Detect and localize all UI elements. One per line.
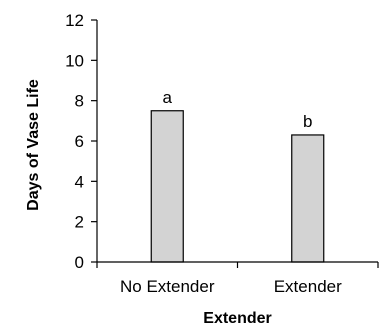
y-axis-ticks: 0 2 4 6 8 10 12 [65, 11, 97, 272]
y-tick-label: 12 [65, 11, 84, 30]
bar [150, 110, 184, 263]
y-tick-label: 2 [75, 213, 84, 232]
bars: ab [150, 88, 325, 263]
y-axis-title: Days of Vase Life [25, 79, 42, 211]
bar-data-label: a [163, 88, 173, 107]
y-tick-label: 0 [75, 253, 84, 272]
x-tick-label: Extender [274, 277, 342, 296]
y-tick-label: 6 [75, 132, 84, 151]
x-axis-title: Extender [203, 310, 271, 327]
x-tick-label: No Extender [120, 277, 215, 296]
bar [291, 134, 325, 263]
y-tick-label: 10 [65, 51, 84, 70]
y-tick-label: 8 [75, 92, 84, 111]
y-tick-label: 4 [75, 172, 84, 191]
x-axis-ticks: No Extender Extender [96, 262, 379, 296]
bar-data-label: b [303, 112, 312, 131]
